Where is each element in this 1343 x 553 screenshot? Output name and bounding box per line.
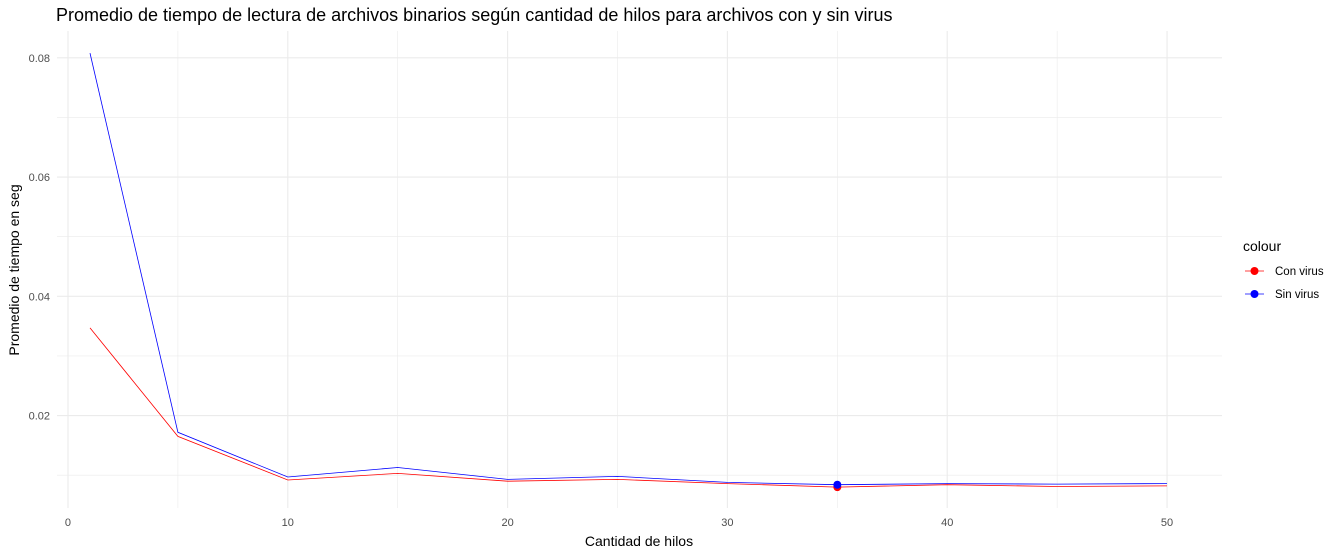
data-point-sin-virus	[833, 480, 842, 489]
legend-label: Con virus	[1275, 266, 1324, 278]
legend-label: Sin virus	[1275, 289, 1319, 301]
grid	[57, 31, 1222, 508]
x-axis-title: Cantidad de hilos	[585, 533, 693, 549]
x-tick-label: 0	[65, 517, 71, 529]
legend-key-point	[1250, 267, 1259, 275]
x-axis-ticks: 0 10 20 30 40 50	[65, 517, 1173, 529]
y-axis-ticks: 0.02 0.04 0.06 0.08	[29, 53, 50, 423]
legend-title: colour	[1243, 238, 1281, 254]
y-tick-label: 0.02	[29, 411, 50, 423]
series-line-con-virus	[89, 327, 1168, 488]
y-tick-label: 0.06	[29, 172, 50, 184]
series-line-sin-virus	[89, 53, 1168, 486]
series-lines	[89, 53, 1168, 488]
x-tick-label: 10	[282, 517, 294, 529]
x-tick-label: 30	[721, 517, 733, 529]
legend: colour Con virus Sin virus	[1243, 238, 1324, 301]
x-tick-label: 20	[501, 517, 513, 529]
series-points	[833, 480, 842, 492]
y-tick-label: 0.08	[29, 53, 50, 65]
x-tick-label: 40	[941, 517, 953, 529]
legend-items: Con virus Sin virus	[1245, 266, 1324, 301]
x-tick-label: 50	[1161, 517, 1173, 529]
y-axis-title: Promedio de tiempo en seg	[6, 184, 22, 355]
legend-key-point	[1250, 290, 1259, 298]
chart-title: Promedio de tiempo de lectura de archivo…	[56, 5, 892, 25]
y-tick-label: 0.04	[29, 291, 50, 303]
